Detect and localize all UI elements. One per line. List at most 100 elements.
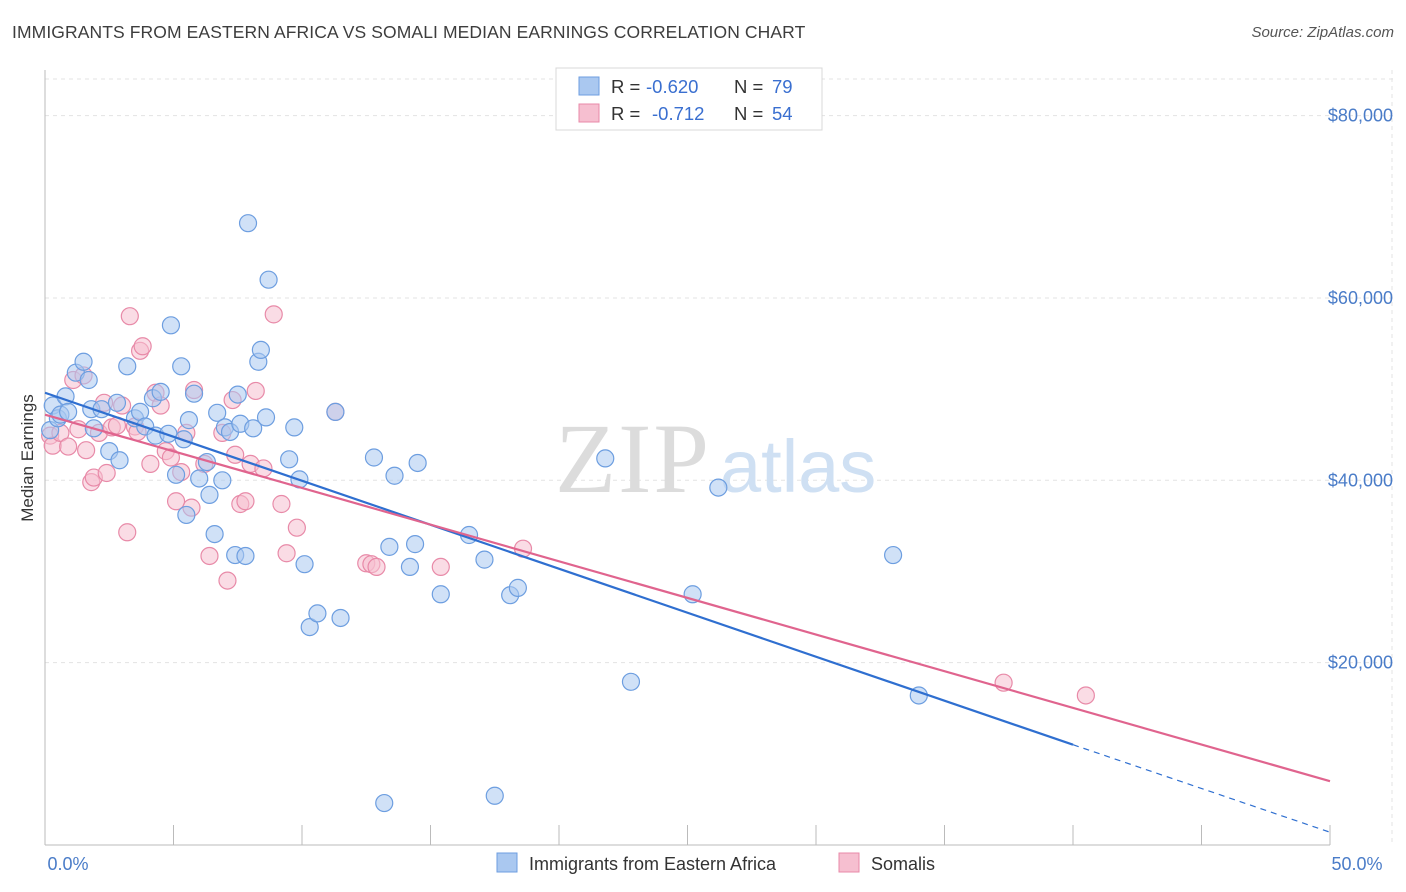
eastern-africa-point-69	[596, 449, 615, 468]
eastern-africa-point-58	[380, 537, 399, 556]
x-tick-label-min: 0.0%	[47, 854, 88, 874]
y-tick-labels: $20,000 $40,000 $60,000 $80,000	[1328, 106, 1393, 673]
somalis-point-33	[200, 546, 219, 566]
eastern-africa-point-55	[331, 608, 350, 628]
somalis-point-45	[277, 544, 296, 563]
somalis-point-21	[133, 337, 152, 356]
eastern-africa-points	[41, 214, 928, 813]
legend-swatch-pink	[578, 103, 600, 123]
somalis-point-12	[97, 463, 116, 483]
somalis-point-26	[161, 448, 181, 467]
somalis-point-35	[218, 571, 237, 590]
legend-n-value-blue: 79	[772, 76, 793, 97]
legend-n-value-pink: 54	[772, 103, 793, 124]
somalis-point-7	[77, 441, 96, 460]
watermark-zip: ZIP	[555, 403, 711, 514]
eastern-africa-point-42	[238, 214, 258, 233]
chart-title: IMMIGRANTS FROM EASTERN AFRICA VS SOMALI…	[12, 22, 806, 42]
trend-lines	[44, 391, 1331, 833]
eastern-africa-point-43	[244, 419, 263, 438]
somalis-point-41	[246, 381, 265, 401]
eastern-africa-point-54	[326, 402, 345, 422]
somalis-point-3	[59, 437, 78, 456]
series-legend-swatch-blue	[496, 852, 518, 873]
eastern-africa-point-39	[228, 385, 247, 404]
legend-swatch-blue	[578, 76, 600, 96]
eastern-africa-point-72	[709, 478, 728, 497]
eastern-africa-point-31	[197, 452, 217, 472]
trend-line-eastern-africa	[44, 391, 1074, 746]
eastern-africa-point-21	[151, 382, 170, 401]
eastern-africa-point-33	[205, 524, 224, 544]
eastern-africa-point-57	[375, 793, 394, 813]
legend-r-label-pink: R =	[611, 103, 640, 124]
x-tick-label-max: 50.0%	[1331, 854, 1382, 874]
somalis-point-39	[236, 492, 255, 511]
eastern-africa-point-27	[177, 505, 196, 525]
correlation-legend: R = -0.620 N = 79 R = -0.712 N = 54	[555, 67, 823, 131]
eastern-africa-point-24	[166, 465, 186, 484]
somalis-point-22	[141, 454, 160, 473]
legend-n-label-blue: N =	[734, 76, 763, 97]
legend-n-label-pink: N =	[734, 103, 763, 124]
eastern-africa-point-53	[308, 604, 327, 623]
eastern-africa-point-63	[431, 585, 450, 604]
eastern-africa-point-7	[74, 352, 93, 371]
eastern-africa-point-49	[285, 418, 304, 437]
somalis-point-16	[118, 523, 137, 542]
eastern-africa-point-14	[110, 451, 129, 470]
somalis-point-46	[287, 518, 306, 537]
series-legend-swatch-pink	[838, 852, 860, 873]
eastern-africa-point-46	[256, 408, 276, 427]
legend-r-value-pink: -0.712	[652, 103, 704, 124]
eastern-africa-point-28	[179, 411, 199, 430]
eastern-africa-point-73	[883, 545, 903, 565]
somalis-point-51	[431, 557, 450, 577]
somalis-point-54	[1076, 686, 1095, 705]
watermark: ZIP atlas	[555, 403, 876, 514]
series-legend-label-blue: Immigrants from Eastern Africa	[529, 854, 777, 874]
eastern-africa-point-29	[184, 384, 204, 403]
eastern-africa-point-62	[408, 453, 427, 473]
eastern-africa-point-5	[59, 402, 78, 422]
watermark-atlas: atlas	[720, 425, 876, 508]
eastern-africa-point-48	[280, 450, 299, 469]
eastern-africa-point-23	[161, 316, 181, 335]
eastern-africa-point-15	[118, 357, 137, 376]
eastern-africa-point-41	[236, 546, 255, 566]
series-legend: Immigrants from Eastern Africa Somalis	[496, 852, 935, 874]
eastern-africa-point-61	[405, 535, 425, 554]
eastern-africa-point-60	[400, 557, 420, 577]
eastern-africa-point-8	[79, 370, 98, 390]
eastern-africa-point-32	[200, 485, 219, 504]
eastern-africa-point-66	[485, 786, 504, 805]
eastern-africa-point-59	[385, 466, 404, 485]
eastern-africa-point-13	[107, 393, 127, 412]
source-credit: Source: ZipAtlas.com	[1251, 24, 1394, 41]
legend-r-value-blue: -0.620	[646, 76, 698, 97]
eastern-africa-point-30	[190, 469, 209, 488]
trend-line-somalis	[44, 413, 1331, 783]
y-tick-label-0: $20,000	[1328, 653, 1393, 673]
series-legend-label-pink: Somalis	[871, 854, 935, 874]
legend-box	[555, 67, 823, 131]
eastern-africa-point-52	[300, 617, 319, 637]
eastern-africa-point-56	[364, 448, 384, 467]
eastern-africa-point-65	[475, 550, 494, 569]
x-tick-labels: 0.0% 50.0%	[47, 854, 1382, 874]
eastern-africa-point-25	[172, 357, 191, 376]
eastern-africa-point-45	[251, 340, 270, 360]
eastern-africa-point-51	[295, 555, 314, 574]
legend-r-label-blue: R =	[611, 76, 640, 97]
eastern-africa-point-47	[259, 270, 278, 289]
eastern-africa-point-34	[208, 403, 227, 422]
eastern-africa-point-68	[508, 578, 527, 597]
eastern-africa-point-35	[213, 471, 232, 490]
y-tick-label-2: $60,000	[1328, 288, 1393, 308]
somalis-point-43	[264, 305, 283, 324]
trend-line-eastern-africa-extension	[1072, 744, 1331, 833]
somalis-point-17	[120, 307, 139, 326]
somalis-point-44	[272, 494, 291, 514]
axes	[44, 70, 1331, 846]
y-axis-label: Median Earnings	[18, 394, 37, 522]
